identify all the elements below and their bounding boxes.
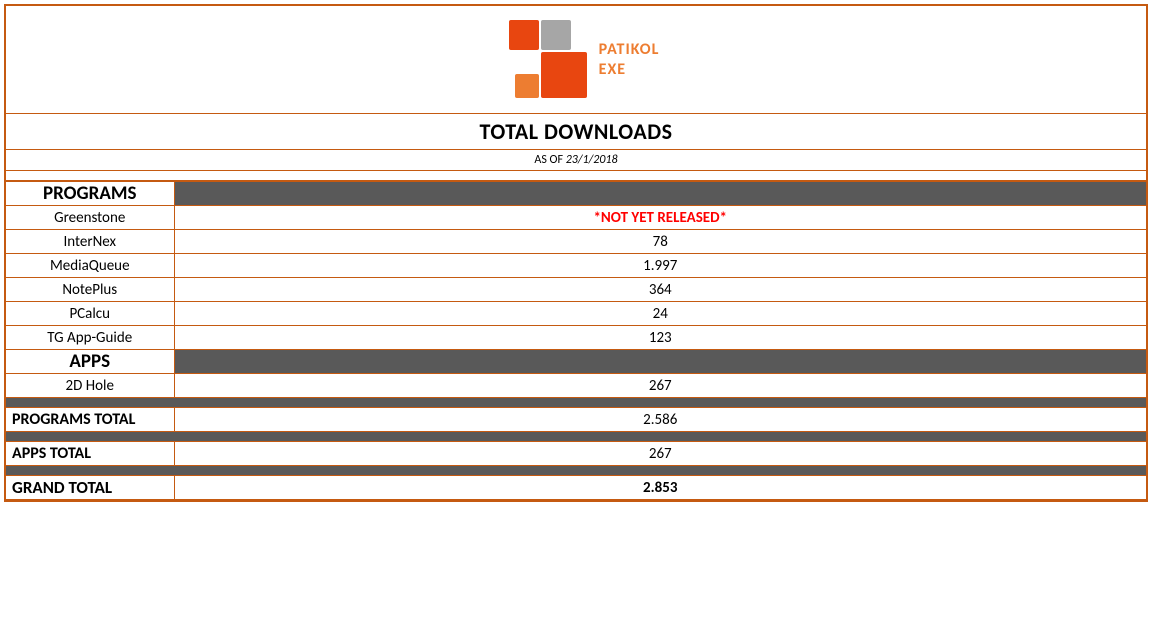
- programs-total-row: PROGRAMS TOTAL 2.586: [6, 408, 1146, 432]
- app-value: 267: [174, 374, 1146, 398]
- asof-row: AS OF 23/1/2018: [6, 150, 1146, 171]
- downloads-table: PROGRAMS Greenstone *NOT YET RELEASED* I…: [6, 181, 1146, 500]
- page-title: TOTAL DOWNLOADS: [6, 114, 1146, 150]
- spacer: [6, 171, 1146, 181]
- logo-icon: [493, 20, 591, 100]
- grand-total-label: GRAND TOTAL: [6, 476, 174, 500]
- program-name: NotePlus: [6, 278, 174, 302]
- section-header-programs: PROGRAMS: [6, 182, 1146, 206]
- table-row: NotePlus 364: [6, 278, 1146, 302]
- app-name: 2D Hole: [6, 374, 174, 398]
- program-value: 78: [174, 230, 1146, 254]
- program-value: 24: [174, 302, 1146, 326]
- programs-header-band: [174, 182, 1146, 206]
- program-value: 364: [174, 278, 1146, 302]
- programs-total-label: PROGRAMS TOTAL: [6, 408, 174, 432]
- table-row: 2D Hole 267: [6, 374, 1146, 398]
- table-row: TG App-Guide 123: [6, 326, 1146, 350]
- program-name: TG App-Guide: [6, 326, 174, 350]
- logo-row: PATIKOL EXE: [6, 6, 1146, 114]
- program-value: *NOT YET RELEASED*: [593, 209, 727, 227]
- program-name: InterNex: [6, 230, 174, 254]
- divider: [6, 432, 1146, 442]
- logo-text: PATIKOL EXE: [599, 40, 660, 78]
- report-container: PATIKOL EXE TOTAL DOWNLOADS AS OF 23/1/2…: [4, 4, 1148, 502]
- table-row: MediaQueue 1.997: [6, 254, 1146, 278]
- programs-total-value: 2.586: [174, 408, 1146, 432]
- table-row: InterNex 78: [6, 230, 1146, 254]
- logo-line2: EXE: [599, 60, 660, 79]
- apps-header-band: [174, 350, 1146, 374]
- divider: [6, 466, 1146, 476]
- apps-total-row: APPS TOTAL 267: [6, 442, 1146, 466]
- grand-total-row: GRAND TOTAL 2.853: [6, 476, 1146, 500]
- asof-label: AS OF: [534, 153, 565, 167]
- program-name: Greenstone: [6, 206, 174, 230]
- program-name: MediaQueue: [6, 254, 174, 278]
- apps-total-label: APPS TOTAL: [6, 442, 174, 466]
- programs-header-label: PROGRAMS: [6, 182, 174, 206]
- table-row: Greenstone *NOT YET RELEASED*: [6, 206, 1146, 230]
- apps-header-label: APPS: [6, 350, 174, 374]
- grand-total-value: 2.853: [174, 476, 1146, 500]
- asof-date: 23/1/2018: [566, 153, 618, 167]
- logo: PATIKOL EXE: [493, 20, 660, 100]
- program-name: PCalcu: [6, 302, 174, 326]
- program-value: 123: [174, 326, 1146, 350]
- program-value: 1.997: [174, 254, 1146, 278]
- apps-total-value: 267: [174, 442, 1146, 466]
- section-header-apps: APPS: [6, 350, 1146, 374]
- table-row: PCalcu 24: [6, 302, 1146, 326]
- logo-line1: PATIKOL: [599, 40, 660, 59]
- divider: [6, 398, 1146, 408]
